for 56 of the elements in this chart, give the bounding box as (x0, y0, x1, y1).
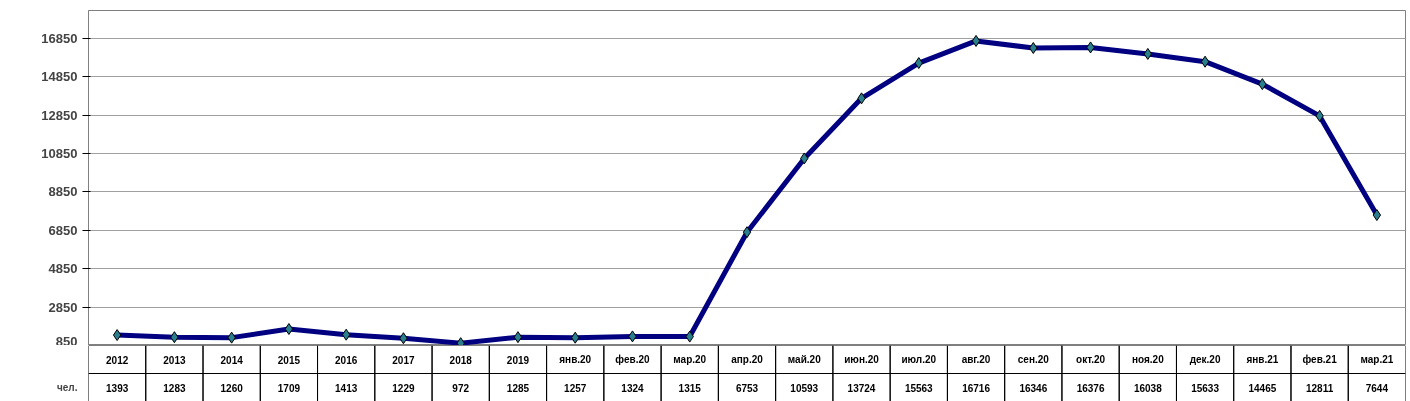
x-tick-label: сен.20 (1017, 354, 1050, 365)
y-tick-label: 12850 (41, 107, 78, 123)
data-label: 10593 (790, 382, 819, 394)
data-label: 7644 (1365, 382, 1389, 394)
x-tick-label: янв.21 (1246, 354, 1279, 365)
y-tick-label: 8850 (48, 184, 78, 200)
x-tick-label: май.20 (787, 354, 822, 365)
x-tick-label: 2012 (106, 354, 129, 366)
x-tick-label: апр.20 (731, 354, 764, 365)
x-tick-label: 2016 (335, 354, 358, 366)
y-tick-label: 4850 (48, 261, 78, 277)
x-tick-label: окт.20 (1076, 354, 1106, 365)
data-label: 14465 (1248, 382, 1277, 394)
data-label: 13724 (847, 382, 876, 394)
x-tick-label: июл.20 (901, 354, 937, 365)
y-tick-label: 14850 (41, 69, 78, 85)
data-label: 1285 (506, 382, 530, 394)
x-tick-label: мар.20 (673, 354, 707, 365)
data-label: 15633 (1191, 382, 1220, 394)
x-tick-label: мар.21 (1360, 354, 1394, 365)
x-tick-label: дек.20 (1189, 354, 1221, 365)
data-label: 1413 (335, 382, 358, 394)
x-tick-label: 2019 (506, 354, 530, 366)
x-tick-label: фев.21 (1302, 354, 1338, 365)
x-tick-label: 2017 (392, 354, 415, 366)
text: чел. (57, 382, 78, 393)
data-label: 1709 (277, 382, 301, 394)
data-label: 1393 (106, 382, 129, 394)
data-label: 1283 (163, 382, 186, 394)
data-label: 1229 (392, 382, 415, 394)
data-label: 1315 (678, 382, 702, 394)
data-label: 16716 (962, 382, 991, 394)
data-label: 1324 (621, 382, 645, 394)
y-tick-label: 850 (55, 333, 78, 349)
data-label: 16346 (1019, 382, 1048, 394)
x-tick-label: 2014 (220, 354, 244, 366)
y-tick-label: 16850 (41, 30, 78, 46)
data-label: 16038 (1133, 382, 1163, 394)
y-tick-label: 2850 (48, 299, 78, 315)
x-tick-label: 2015 (277, 354, 301, 366)
data-label: 1257 (564, 382, 587, 394)
data-label: 6753 (735, 382, 759, 394)
x-tick-label: авг.20 (961, 354, 991, 365)
x-tick-label: июн.20 (844, 354, 880, 365)
x-tick-label: янв.20 (559, 354, 592, 365)
x-tick-label: 2018 (449, 354, 473, 366)
x-tick-label: фев.20 (615, 354, 651, 365)
data-label: 16376 (1076, 382, 1105, 394)
data-label: 12811 (1305, 382, 1334, 394)
x-tick-label: ноя.20 (1131, 354, 1165, 365)
data-label: 1260 (220, 382, 244, 394)
y-tick-label: 10850 (41, 146, 78, 162)
x-tick-label: 2013 (163, 354, 186, 366)
data-label: 15563 (904, 382, 934, 394)
data-label: 972 (452, 382, 470, 394)
y-tick-label: 6850 (48, 222, 78, 238)
